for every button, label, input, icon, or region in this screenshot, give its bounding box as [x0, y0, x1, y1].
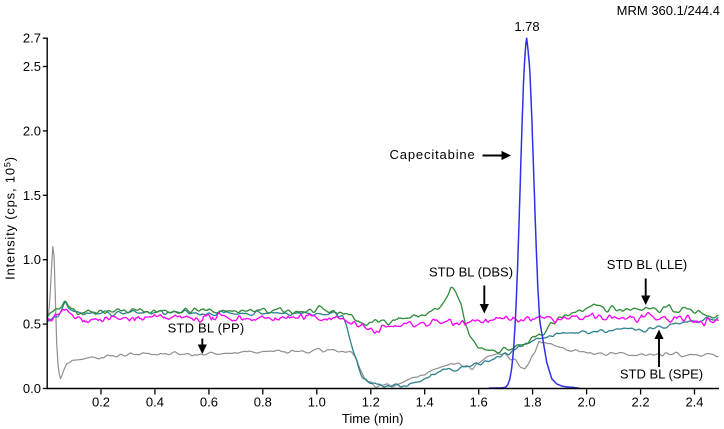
svg-text:1.0: 1.0 — [308, 395, 326, 410]
svg-text:1.2: 1.2 — [362, 395, 380, 410]
svg-text:MRM 360.1/244.4: MRM 360.1/244.4 — [617, 3, 720, 18]
svg-text:0.6: 0.6 — [200, 395, 218, 410]
svg-text:0.0: 0.0 — [23, 381, 41, 396]
svg-text:0.5: 0.5 — [23, 317, 41, 332]
svg-text:2.5: 2.5 — [23, 59, 41, 74]
svg-text:0.8: 0.8 — [254, 395, 272, 410]
svg-text:1.78: 1.78 — [514, 19, 539, 34]
svg-text:STD BL (SPE): STD BL (SPE) — [620, 367, 703, 382]
svg-text:STD BL (PP): STD BL (PP) — [168, 321, 245, 336]
svg-text:2.2: 2.2 — [632, 395, 650, 410]
svg-text:1.5: 1.5 — [23, 188, 41, 203]
svg-text:1.0: 1.0 — [23, 252, 41, 267]
svg-text:1.8: 1.8 — [524, 395, 542, 410]
svg-text:1.6: 1.6 — [470, 395, 488, 410]
svg-text:Capecitabine: Capecitabine — [390, 147, 476, 162]
svg-text:2.0: 2.0 — [578, 395, 596, 410]
svg-text:0.2: 0.2 — [92, 395, 110, 410]
svg-text:STD BL (LLE): STD BL (LLE) — [607, 257, 687, 272]
svg-text:2.0: 2.0 — [23, 123, 41, 138]
svg-text:0.4: 0.4 — [146, 395, 164, 410]
svg-text:Time (min): Time (min) — [342, 411, 404, 426]
svg-text:2.4: 2.4 — [685, 395, 703, 410]
svg-text:Intensity (cps, 105): Intensity (cps, 105) — [3, 156, 18, 280]
svg-text:1.4: 1.4 — [416, 395, 434, 410]
svg-text:2.7: 2.7 — [23, 31, 41, 46]
svg-text:STD BL (DBS): STD BL (DBS) — [429, 265, 513, 280]
